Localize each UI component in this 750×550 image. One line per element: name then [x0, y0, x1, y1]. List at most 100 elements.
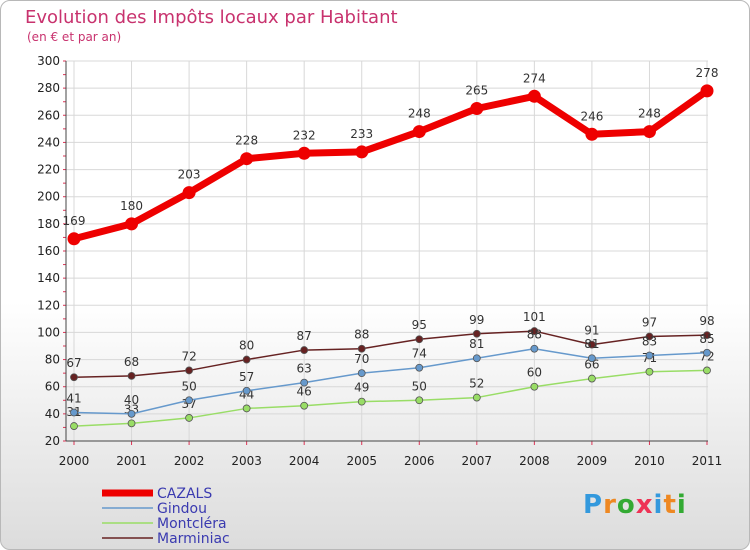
- series-line: [73, 369, 708, 427]
- data-label: 233: [350, 127, 373, 141]
- data-point: [240, 152, 254, 166]
- data-point: [127, 419, 136, 428]
- data-point: [472, 329, 481, 338]
- data-label: 203: [178, 168, 201, 182]
- data-label: 63: [297, 362, 312, 376]
- data-label: 88: [354, 328, 369, 342]
- data-label: 88: [527, 328, 542, 342]
- chart-subtitle: (en € et par an): [27, 30, 121, 44]
- data-label: 97: [642, 316, 657, 330]
- data-label: 49: [354, 381, 369, 395]
- data-point: [70, 373, 78, 382]
- y-tick-label: 40: [45, 407, 60, 421]
- data-point: [70, 408, 78, 417]
- data-point: [703, 348, 711, 357]
- data-label: 95: [412, 318, 427, 332]
- series-line: [73, 330, 708, 378]
- data-label: 274: [523, 71, 546, 85]
- y-tick-label: 200: [37, 190, 60, 204]
- data-label: 228: [235, 134, 258, 148]
- y-tick-label: 60: [45, 380, 60, 394]
- y-tick-label: 300: [37, 54, 60, 68]
- legend-label: Marminiac: [157, 531, 230, 547]
- x-tick-label: 2010: [634, 454, 665, 468]
- data-label: 70: [354, 352, 369, 366]
- x-tick-label: 2000: [59, 454, 90, 468]
- data-point: [242, 404, 251, 413]
- series-line: [73, 87, 710, 243]
- data-point: [703, 366, 711, 375]
- x-tick-label: 2004: [289, 454, 320, 468]
- data-label: 248: [408, 107, 431, 121]
- data-point: [530, 327, 539, 335]
- brand-letter: x: [635, 490, 654, 520]
- data-label: 81: [469, 337, 484, 351]
- data-point: [355, 145, 369, 159]
- legend-item: Marminiac: [102, 531, 230, 547]
- axis-layer: 20 40 60 80 100 120 140 160 180 200 220 240 260 280 30…: [37, 54, 722, 468]
- brand-letter: P: [583, 490, 604, 520]
- data-point: [645, 332, 654, 341]
- chart-title: Evolution des Impôts locaux par Habitant: [25, 7, 398, 28]
- legend-item: CAZALS: [102, 486, 212, 502]
- data-point: [645, 367, 654, 376]
- data-point: [357, 397, 366, 406]
- data-label: 265: [465, 84, 488, 98]
- series-montcléra: 313337444649505260667172: [66, 349, 715, 430]
- brand-letter: r: [603, 490, 617, 520]
- data-label: 99: [469, 313, 484, 327]
- data-point: [242, 355, 251, 364]
- data-label: 66: [584, 358, 599, 372]
- data-label: 101: [523, 310, 546, 324]
- series-line: [73, 347, 708, 415]
- data-point: [182, 186, 196, 200]
- y-tick-label: 240: [37, 135, 60, 149]
- data-point: [645, 351, 654, 360]
- brand-letter: t: [663, 490, 677, 520]
- data-point: [585, 127, 599, 141]
- data-point: [67, 232, 81, 246]
- x-tick-label: 2005: [346, 454, 377, 468]
- data-point: [530, 382, 539, 391]
- data-label: 68: [124, 355, 139, 369]
- legend-item: Gindou: [102, 501, 207, 517]
- data-point: [472, 354, 481, 363]
- x-tick-label: 2006: [404, 454, 435, 468]
- data-point: [242, 386, 251, 395]
- y-tick-label: 260: [37, 108, 60, 122]
- data-point: [588, 354, 596, 363]
- y-tick-label: 160: [37, 244, 60, 258]
- data-point: [415, 363, 424, 372]
- data-point: [530, 344, 539, 353]
- data-label: 52: [469, 377, 484, 391]
- data-point: [357, 344, 366, 353]
- x-tick-label: 2002: [174, 454, 205, 468]
- data-point: [125, 217, 139, 231]
- data-point: [127, 409, 136, 418]
- data-label: 60: [527, 366, 542, 380]
- data-label: 40: [124, 393, 139, 407]
- data-label: 248: [638, 107, 661, 121]
- data-point: [185, 414, 193, 422]
- grid-layer: [66, 60, 708, 442]
- data-label: 67: [66, 356, 81, 370]
- brand-letter: o: [616, 490, 636, 520]
- x-tick-label: 2008: [519, 454, 550, 468]
- data-point: [472, 393, 481, 402]
- data-label: 98: [699, 314, 714, 328]
- data-point: [588, 374, 596, 383]
- data-label: 85: [699, 332, 714, 346]
- data-label: 74: [412, 347, 427, 361]
- data-point: [70, 422, 78, 430]
- data-label: 278: [696, 66, 719, 80]
- data-point: [470, 102, 484, 115]
- legend-label: Gindou: [157, 501, 207, 517]
- y-tick-label: 180: [37, 217, 60, 231]
- legend-item: Montcléra: [102, 516, 227, 532]
- data-label: 50: [412, 379, 427, 393]
- data-label: 169: [63, 214, 86, 228]
- brand-logo: Proxiti: [583, 490, 687, 520]
